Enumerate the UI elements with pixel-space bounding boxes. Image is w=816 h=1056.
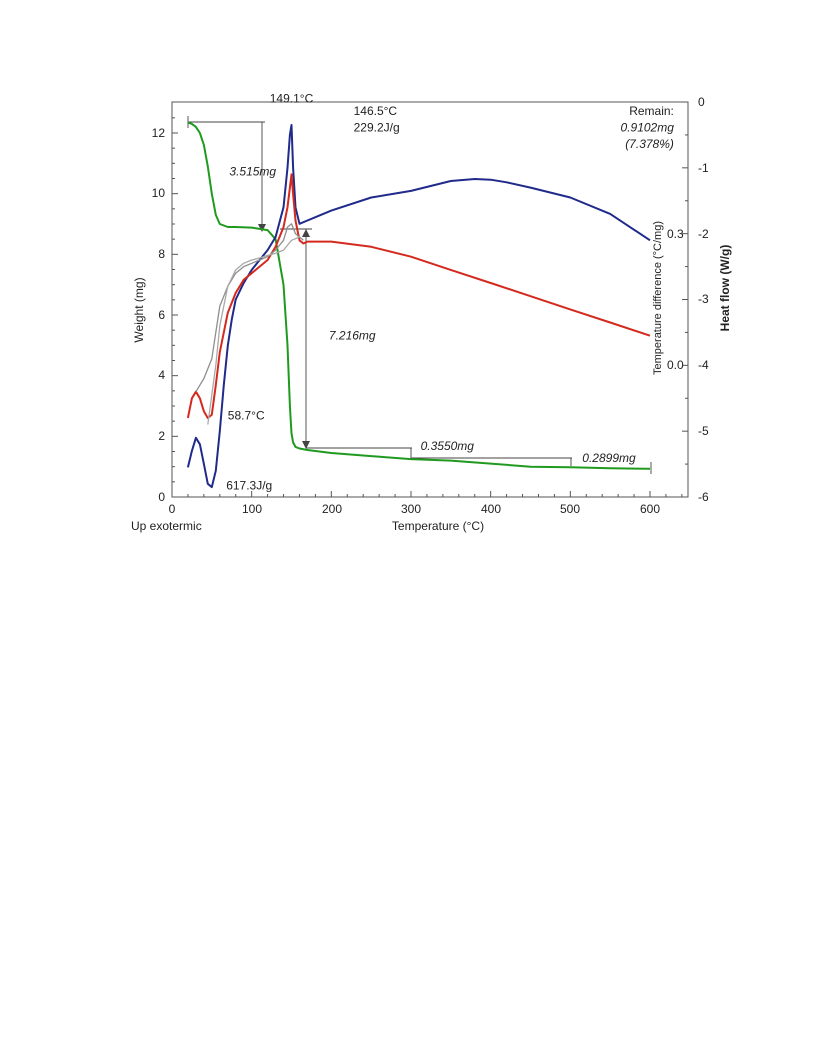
arrowhead-3515-down bbox=[258, 224, 266, 232]
x-tick-label: 500 bbox=[560, 502, 580, 516]
y-right-tick-label: -5 bbox=[698, 424, 709, 438]
annotation-label: 146.5°C bbox=[354, 104, 398, 118]
y-left-tick-label: 4 bbox=[158, 368, 165, 382]
curves-layer bbox=[186, 121, 651, 489]
y-left-tick-label: 0 bbox=[158, 490, 165, 504]
series-line-4 bbox=[207, 236, 300, 425]
ticks-layer bbox=[171, 101, 688, 498]
y-right-tick-label: -4 bbox=[698, 358, 709, 372]
y-right-tick-label: -1 bbox=[698, 161, 709, 175]
y-left-tick-labels: 0 2 4 6 8 10 12 bbox=[152, 126, 166, 504]
arrowhead-7216-down bbox=[302, 441, 310, 449]
annotation-label: 0.3550mg bbox=[421, 439, 475, 453]
x-tick-label: 300 bbox=[401, 502, 421, 516]
x-tick-labels: 0 100 200 300 400 500 600 bbox=[169, 502, 661, 516]
annotation-label: 58.7°C bbox=[228, 409, 265, 423]
y-right-tick-labels: -6 -5 -4 -3 -2 -1 0 bbox=[698, 95, 709, 504]
corner-label: Up exotermic bbox=[131, 519, 202, 533]
annotations-layer: 149.1°C 146.5°C 229.2J/g Remain: 0.9102mg (7.… bbox=[226, 92, 674, 493]
annotation-label: (7.378%) bbox=[625, 137, 674, 151]
y-right-tick-label: -2 bbox=[698, 227, 709, 241]
y-left-axis-title: Weight (mg) bbox=[132, 277, 146, 342]
y-inner-tick-label: 0.0 bbox=[667, 358, 684, 372]
y-left-tick-label: 2 bbox=[158, 429, 165, 443]
annotation-label: 7.216mg bbox=[329, 328, 376, 342]
bracket-arrowheads bbox=[258, 224, 310, 449]
annotation-label: 0.2899mg bbox=[582, 451, 636, 465]
measurement-brackets bbox=[187, 116, 652, 474]
y-left-tick-label: 6 bbox=[158, 308, 165, 322]
annotation-label: 149.1°C bbox=[270, 92, 314, 106]
arrowhead-7216-up bbox=[302, 229, 310, 237]
plot-frame bbox=[171, 101, 689, 498]
x-tick-label: 600 bbox=[640, 502, 660, 516]
annotation-label: Remain: bbox=[629, 104, 674, 118]
x-tick-label: 400 bbox=[481, 502, 501, 516]
x-tick-label: 100 bbox=[242, 502, 262, 516]
y-inner-axis-title: Temperature difference (°C/mg) bbox=[652, 221, 664, 375]
annotation-label: 0.9102mg bbox=[621, 121, 675, 135]
y-right-tick-label: 0 bbox=[698, 95, 705, 109]
annotation-label: 617.3J/g bbox=[226, 478, 272, 492]
series-line-1 bbox=[186, 124, 651, 489]
y-left-tick-label: 10 bbox=[152, 186, 166, 200]
series-line-0 bbox=[187, 121, 651, 470]
annotation-label: 3.515mg bbox=[229, 165, 276, 179]
y-inner-tick-label: 0.3 bbox=[667, 227, 684, 241]
x-tick-label: 200 bbox=[322, 502, 342, 516]
y-right-tick-label: -3 bbox=[698, 292, 709, 306]
annotation-label: 229.2J/g bbox=[354, 121, 400, 135]
series-line-3 bbox=[195, 223, 304, 393]
y-right-axis-title: Heat flow (W/g) bbox=[718, 245, 732, 332]
y-inner-tick-labels: 0.3 0.0 bbox=[667, 227, 684, 372]
x-tick-label: 0 bbox=[169, 502, 176, 516]
series-line-2 bbox=[186, 173, 651, 419]
y-left-tick-label: 12 bbox=[152, 126, 166, 140]
y-left-tick-label: 8 bbox=[158, 247, 165, 261]
x-axis-title: Temperature (°C) bbox=[392, 519, 484, 533]
y-right-tick-label: -6 bbox=[698, 490, 709, 504]
